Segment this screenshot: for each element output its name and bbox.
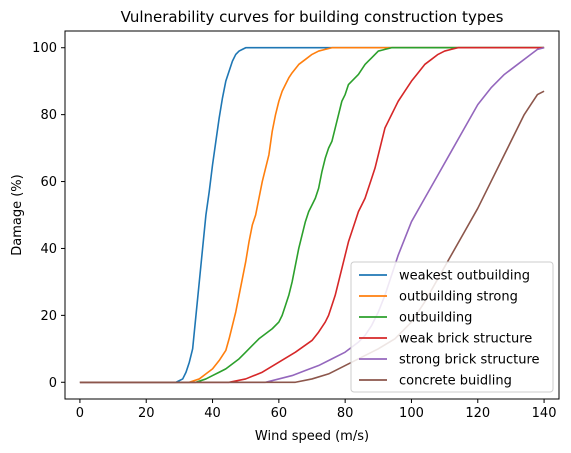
x-tick-label: 100 — [399, 406, 424, 421]
y-axis-label: Damage (%) — [10, 174, 25, 256]
y-tick-label: 100 — [32, 41, 57, 56]
x-tick-label: 80 — [337, 406, 354, 421]
x-tick-label: 140 — [532, 406, 557, 421]
x-tick-label: 20 — [138, 406, 155, 421]
series-line-2 — [79, 46, 545, 384]
x-tick-label: 120 — [465, 406, 490, 421]
series-line-0 — [79, 46, 545, 384]
x-tick-label: 60 — [271, 406, 288, 421]
y-tick-label: 40 — [40, 242, 57, 257]
legend-label-1: outbuilding strong — [399, 290, 518, 305]
x-axis: 0 20 40 60 80 100 120 140 — [76, 399, 557, 421]
chart-title: Vulnerability curves for building constr… — [121, 8, 504, 26]
legend-box — [350, 261, 554, 393]
x-tick-label: 40 — [204, 406, 221, 421]
series-line-3 — [79, 46, 545, 384]
legend: weakest outbuilding outbuilding strong out… — [350, 261, 554, 393]
plot-frame — [64, 30, 560, 400]
series-line-1 — [79, 46, 545, 384]
legend-label-3: weak brick structure — [399, 332, 532, 347]
y-tick-label: 80 — [40, 108, 57, 123]
x-tick-label: 0 — [76, 406, 84, 421]
legend-label-4: strong brick structure — [399, 353, 540, 368]
legend-label-2: outbuilding — [399, 311, 472, 326]
legend-label-5: concrete buidling — [399, 374, 512, 389]
y-tick-label: 60 — [40, 175, 57, 190]
x-axis-label: Wind speed (m/s) — [255, 429, 369, 444]
legend-label-0: weakest outbuilding — [399, 269, 530, 284]
y-axis: 0 20 40 60 80 100 — [32, 41, 65, 391]
y-tick-label: 20 — [40, 309, 57, 324]
y-tick-label: 0 — [49, 376, 57, 391]
